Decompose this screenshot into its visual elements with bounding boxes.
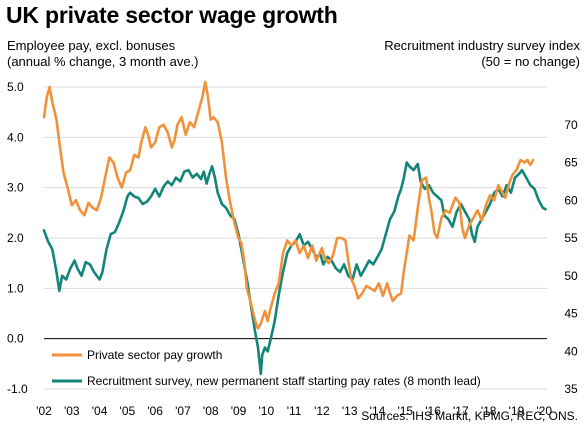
gridlines: [44, 86, 547, 390]
series-lines: [42, 80, 547, 376]
x-tick-label: '11: [287, 404, 302, 418]
left-tick-label: 2.0: [7, 231, 24, 245]
left-tick-label: -1.0: [7, 382, 28, 396]
legend-label-recruitment: Recruitment survey, new permanent staff …: [87, 374, 481, 388]
right-tick-label: 45: [564, 307, 578, 321]
left-tick-label: 5.0: [7, 80, 24, 94]
legend: Private sector pay growth Recruitment su…: [52, 348, 481, 388]
x-tick-label: '16: [425, 404, 441, 418]
right-tick-label: 70: [564, 118, 578, 132]
right-tick-label: 40: [564, 344, 578, 358]
x-tick-label: '03: [64, 404, 80, 418]
x-tick-label: '13: [342, 404, 358, 418]
chart-title: UK private sector wage growth: [6, 2, 338, 28]
x-tick-label: '20: [536, 404, 552, 418]
left-axis-label: Employee pay, excl. bonuses (annual % ch…: [7, 38, 199, 69]
x-tick-label: '19: [509, 404, 525, 418]
x-tick-label: '15: [397, 404, 413, 418]
x-tick-label: '07: [175, 404, 191, 418]
legend-label-pay: Private sector pay growth: [87, 348, 222, 362]
x-tick-label: '10: [259, 404, 275, 418]
x-tick-label: '18: [481, 404, 497, 418]
left-axis-ticks: -1.0 0.0 1.0 2.0 3.0 4.0 5.0: [7, 80, 28, 396]
x-tick-label: '02: [36, 404, 52, 418]
x-tick-label: '17: [453, 404, 469, 418]
x-tick-label: '06: [147, 404, 163, 418]
pay-growth-line: [42, 80, 535, 330]
x-tick-label: '14: [370, 404, 386, 418]
left-tick-label: 4.0: [7, 130, 24, 144]
x-tick-label: '05: [120, 404, 136, 418]
right-tick-label: 65: [564, 156, 578, 170]
right-tick-label: 55: [564, 231, 578, 245]
right-tick-label: 50: [564, 269, 578, 283]
x-axis-ticks: '02 '03 '04 '05 '06 '07 '08 '09 '10 '11 '12 '13 '14 '…: [36, 404, 552, 418]
right-axis-label: Recruitment industry survey index (50 = …: [384, 38, 580, 69]
left-tick-label: 0.0: [7, 332, 24, 346]
source-note: Sources: IHS Markit, KPMG, REC, ONS.: [361, 409, 578, 423]
right-axis-ticks: 35 40 45 50 55 60 65 70: [564, 118, 578, 396]
left-tick-label: 1.0: [7, 281, 24, 295]
x-tick-label: '12: [314, 404, 330, 418]
x-tick-label: '09: [231, 404, 247, 418]
recruitment-line: [42, 161, 547, 376]
right-tick-label: 35: [564, 382, 578, 396]
x-tick-label: '04: [92, 404, 108, 418]
left-tick-label: 3.0: [7, 181, 24, 195]
right-tick-label: 60: [564, 193, 578, 207]
x-tick-label: '08: [203, 404, 219, 418]
